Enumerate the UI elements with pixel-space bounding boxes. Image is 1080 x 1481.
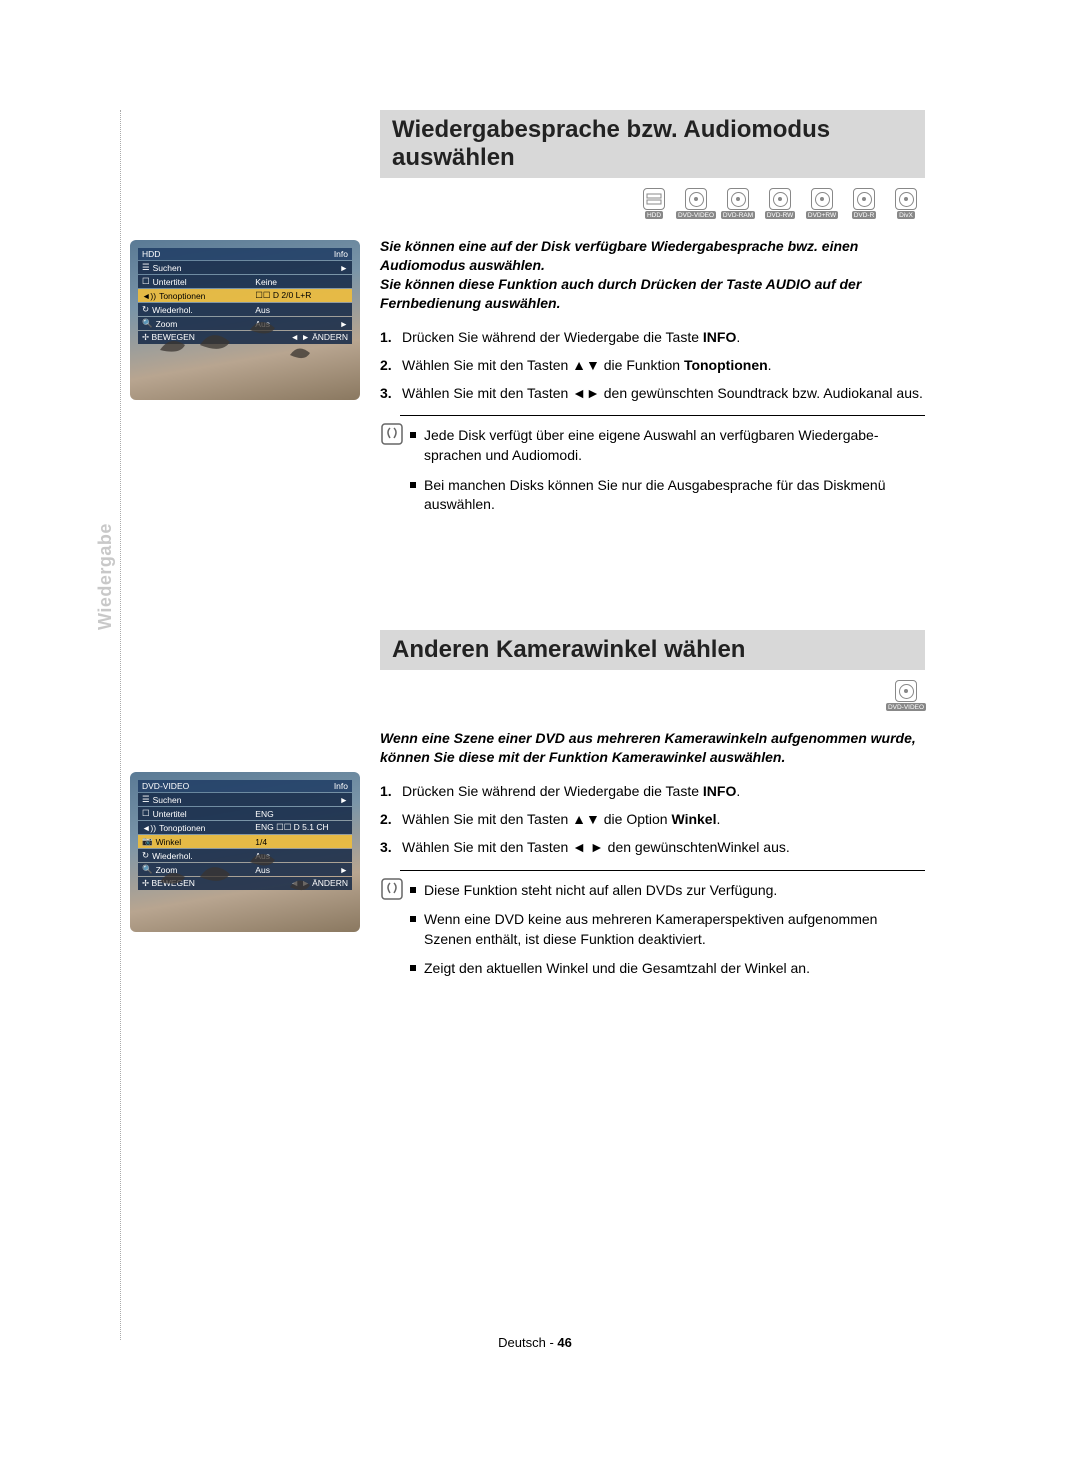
- margin-line: [120, 110, 121, 1340]
- disc-icon: [769, 188, 791, 210]
- tv-screenshot-1: HDD Info ☰Suchen►☐UntertitelKeine◄))Tono…: [130, 240, 360, 400]
- osd-footer-left: ✢ BEWEGEN: [142, 878, 195, 889]
- section-2: Anderen Kamerawinkel wählen DVD-VIDEO We…: [380, 630, 925, 989]
- section-2-title: Anderen Kamerawinkel wählen: [380, 630, 925, 670]
- osd-header-right: Info: [334, 249, 348, 259]
- step-item: 1.Drücken Sie während der Wiedergabe die…: [380, 781, 925, 801]
- disc-icon: [853, 188, 875, 210]
- osd-row: ☐UntertitelKeine: [138, 275, 352, 288]
- osd-footer-right: ◄ ► ÄNDERN: [291, 332, 348, 343]
- section-1: Wiedergabesprache bzw. Audiomodus auswäh…: [380, 110, 925, 525]
- section-2-steps: 1.Drücken Sie während der Wiedergabe die…: [380, 781, 925, 858]
- disc-badge: DVD-VIDEO: [887, 680, 925, 711]
- osd-footer-right: ◄ ► ÄNDERN: [291, 878, 348, 889]
- step-item: 2.Wählen Sie mit den Tasten ▲▼ die Funkt…: [380, 355, 925, 375]
- osd-row: ☐UntertitelENG: [138, 807, 352, 820]
- manual-page: Wiedergabe HDD Info ☰Suchen►☐UntertitelK…: [120, 110, 950, 1380]
- section-1-intro: Sie können eine auf der Disk verfügbare …: [380, 237, 925, 313]
- disc-row-2: DVD-VIDEO: [380, 680, 925, 711]
- step-item: 2.Wählen Sie mit den Tasten ▲▼ die Optio…: [380, 809, 925, 829]
- disc-badge: DVD-RAM: [719, 188, 757, 219]
- osd-2: DVD-VIDEO Info ☰Suchen►☐UntertitelENG◄))…: [138, 780, 352, 890]
- note-item: Wenn eine DVD keine aus mehreren Kamerap…: [410, 910, 925, 949]
- disc-badge: DVD-VIDEO: [677, 188, 715, 219]
- osd-row: 🔍ZoomAus►: [138, 863, 352, 876]
- footer-sep: -: [546, 1335, 558, 1350]
- step-item: 3.Wählen Sie mit den Tasten ◄► den gewün…: [380, 383, 925, 403]
- note-item: Zeigt den aktuellen Winkel und die Gesam…: [410, 959, 925, 979]
- section-2-intro: Wenn eine Szene einer DVD aus mehreren K…: [380, 729, 925, 767]
- osd-row: ◄))TonoptionenENG ☐☐ D 5.1 CH: [138, 821, 352, 834]
- screenshot-2-container: DVD-VIDEO Info ☰Suchen►☐UntertitelENG◄))…: [130, 772, 360, 932]
- step-item: 1.Drücken Sie während der Wiedergabe die…: [380, 327, 925, 347]
- disc-icon: [727, 188, 749, 210]
- disc-label: DVD-VIDEO: [676, 211, 716, 219]
- osd-rows-1: ☰Suchen►☐UntertitelKeine◄))Tonoptionen☐☐…: [138, 261, 352, 330]
- disc-badge: DivX: [887, 188, 925, 219]
- disc-icon: [685, 188, 707, 210]
- disc-label: DVD-VIDEO: [886, 703, 926, 711]
- osd-row: ◄))Tonoptionen☐☐ D 2/0 L+R: [138, 289, 352, 302]
- osd-row: ↻Wiederhol.Aus: [138, 849, 352, 862]
- note-icon: [380, 877, 404, 901]
- screenshot-1-container: HDD Info ☰Suchen►☐UntertitelKeine◄))Tono…: [130, 240, 360, 400]
- osd-row: 📷Winkel1/4: [138, 835, 352, 848]
- note-item: Bei manchen Disks können Sie nur die Aus…: [410, 476, 925, 515]
- disc-icon: [811, 188, 833, 210]
- osd-header-left: DVD-VIDEO: [142, 781, 189, 791]
- note-item: Diese Funktion steht nicht auf allen DVD…: [410, 881, 925, 901]
- footer-lang: Deutsch: [498, 1335, 546, 1350]
- osd-footer-left: ✢ BEWEGEN: [142, 332, 195, 343]
- disc-badge: HDD: [635, 188, 673, 219]
- osd-row: ☰Suchen►: [138, 793, 352, 806]
- notes-1: Jede Disk verfügt über eine eigene Auswa…: [410, 426, 925, 514]
- osd-row: ↻Wiederhol.Aus: [138, 303, 352, 316]
- side-tab: Wiedergabe: [95, 523, 116, 630]
- section-1-title: Wiedergabesprache bzw. Audiomodus auswäh…: [380, 110, 925, 178]
- notes-2: Diese Funktion steht nicht auf allen DVD…: [410, 881, 925, 979]
- footer-page: 46: [557, 1335, 571, 1350]
- osd-header-left: HDD: [142, 249, 160, 259]
- disc-label: DVD-RW: [765, 211, 796, 219]
- disc-label: DivX: [897, 211, 915, 219]
- disc-label: DVD+RW: [806, 211, 838, 219]
- osd-rows-2: ☰Suchen►☐UntertitelENG◄))TonoptionenENG …: [138, 793, 352, 876]
- disc-icon: [895, 680, 917, 702]
- disc-label: HDD: [645, 211, 663, 219]
- disc-label: DVD-RAM: [721, 211, 755, 219]
- disc-badge: DVD-R: [845, 188, 883, 219]
- disc-icon: [895, 188, 917, 210]
- osd-row: 🔍ZoomAus►: [138, 317, 352, 330]
- hdd-icon: [643, 188, 665, 210]
- disc-row-1: HDD DVD-VIDEO DVD-RAM DVD-RW DVD+RW DVD-R DivX: [380, 188, 925, 219]
- divider: [400, 415, 925, 416]
- section-1-steps: 1.Drücken Sie während der Wiedergabe die…: [380, 327, 925, 404]
- note-block-1: Jede Disk verfügt über eine eigene Auswa…: [380, 426, 925, 514]
- osd-row: ☰Suchen►: [138, 261, 352, 274]
- page-footer: Deutsch - 46: [120, 1335, 950, 1350]
- step-item: 3.Wählen Sie mit den Tasten ◄ ► den gewü…: [380, 837, 925, 857]
- note-item: Jede Disk verfügt über eine eigene Auswa…: [410, 426, 925, 465]
- osd-header-right: Info: [334, 781, 348, 791]
- disc-badge: DVD-RW: [761, 188, 799, 219]
- divider: [400, 870, 925, 871]
- disc-label: DVD-R: [852, 211, 877, 219]
- osd-1: HDD Info ☰Suchen►☐UntertitelKeine◄))Tono…: [138, 248, 352, 344]
- note-block-2: Diese Funktion steht nicht auf allen DVD…: [380, 881, 925, 979]
- note-icon: [380, 422, 404, 446]
- disc-badge: DVD+RW: [803, 188, 841, 219]
- tv-screenshot-2: DVD-VIDEO Info ☰Suchen►☐UntertitelENG◄))…: [130, 772, 360, 932]
